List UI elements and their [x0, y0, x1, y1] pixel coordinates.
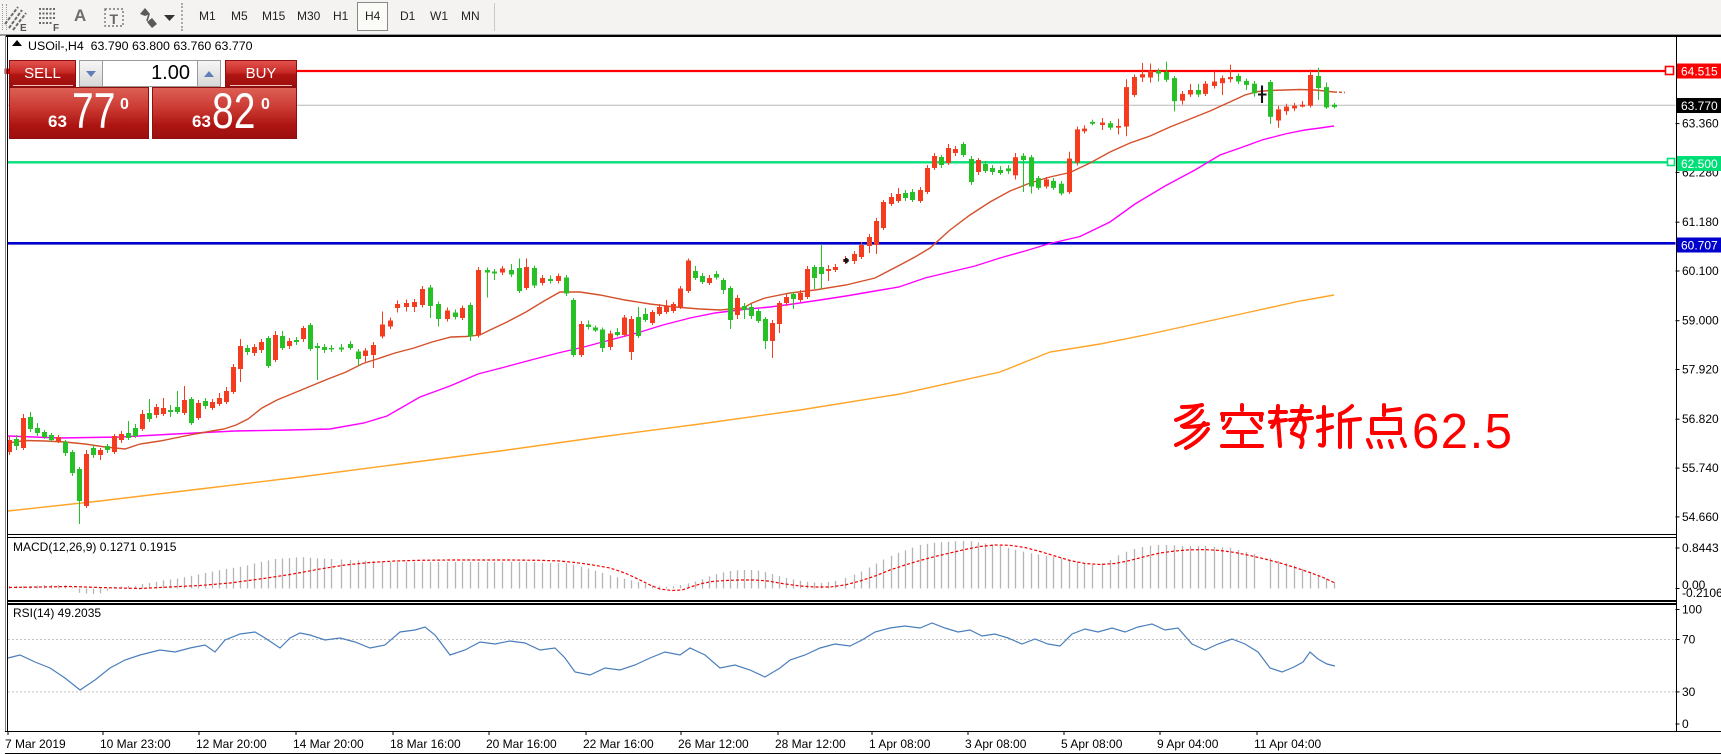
- svg-text:56.820: 56.820: [1682, 412, 1719, 426]
- svg-text:5 Apr 08:00: 5 Apr 08:00: [1061, 737, 1123, 751]
- svg-text:F: F: [53, 23, 59, 32]
- svg-text:3 Apr 08:00: 3 Apr 08:00: [965, 737, 1027, 751]
- svg-text:14 Mar 20:00: 14 Mar 20:00: [293, 737, 364, 751]
- svg-text:64.515: 64.515: [1681, 65, 1718, 79]
- svg-text:1 Apr 08:00: 1 Apr 08:00: [869, 737, 931, 751]
- svg-text:-0.2106: -0.2106: [1682, 586, 1721, 600]
- svg-text:63.770: 63.770: [1681, 99, 1718, 113]
- svg-text:12 Mar 20:00: 12 Mar 20:00: [196, 737, 267, 751]
- svg-text:60.100: 60.100: [1682, 264, 1719, 278]
- svg-text:0.8443: 0.8443: [1682, 541, 1719, 555]
- svg-text:55.740: 55.740: [1682, 461, 1719, 475]
- svg-text:18 Mar 16:00: 18 Mar 16:00: [390, 737, 461, 751]
- svg-text:59.000: 59.000: [1682, 314, 1719, 328]
- svg-text:RSI(14) 49.2035: RSI(14) 49.2035: [13, 606, 101, 620]
- svg-text:MACD(12,26,9) 0.1271 0.1915: MACD(12,26,9) 0.1271 0.1915: [13, 540, 177, 554]
- svg-text:60.707: 60.707: [1681, 239, 1718, 253]
- svg-text:100: 100: [1682, 603, 1702, 617]
- svg-text:22 Mar 16:00: 22 Mar 16:00: [583, 737, 654, 751]
- svg-text:30: 30: [1682, 685, 1696, 699]
- svg-text:7 Mar 2019: 7 Mar 2019: [5, 737, 66, 751]
- svg-text:57.920: 57.920: [1682, 363, 1719, 377]
- svg-text:63.360: 63.360: [1682, 117, 1719, 131]
- svg-text:28 Mar 12:00: 28 Mar 12:00: [775, 737, 846, 751]
- svg-text:20 Mar 16:00: 20 Mar 16:00: [486, 737, 557, 751]
- svg-text:26 Mar 12:00: 26 Mar 12:00: [678, 737, 749, 751]
- svg-text:10 Mar 23:00: 10 Mar 23:00: [100, 737, 171, 751]
- svg-text:70: 70: [1682, 633, 1696, 647]
- svg-text:E: E: [20, 23, 27, 32]
- svg-text:61.180: 61.180: [1682, 215, 1719, 229]
- svg-text:0.00: 0.00: [1682, 578, 1706, 592]
- svg-text:0: 0: [1682, 717, 1689, 731]
- svg-text:62.500: 62.500: [1681, 157, 1718, 171]
- svg-text:54.660: 54.660: [1682, 510, 1719, 524]
- svg-text:USOil-,H4 63.790 63.800 63.76: USOil-,H4 63.790 63.800 63.760 63.770: [28, 39, 253, 53]
- svg-text:62.5: 62.5: [1412, 405, 1512, 459]
- svg-text:9 Apr 04:00: 9 Apr 04:00: [1157, 737, 1219, 751]
- svg-text:11 Apr 04:00: 11 Apr 04:00: [1254, 737, 1321, 751]
- svg-text:T: T: [110, 11, 119, 27]
